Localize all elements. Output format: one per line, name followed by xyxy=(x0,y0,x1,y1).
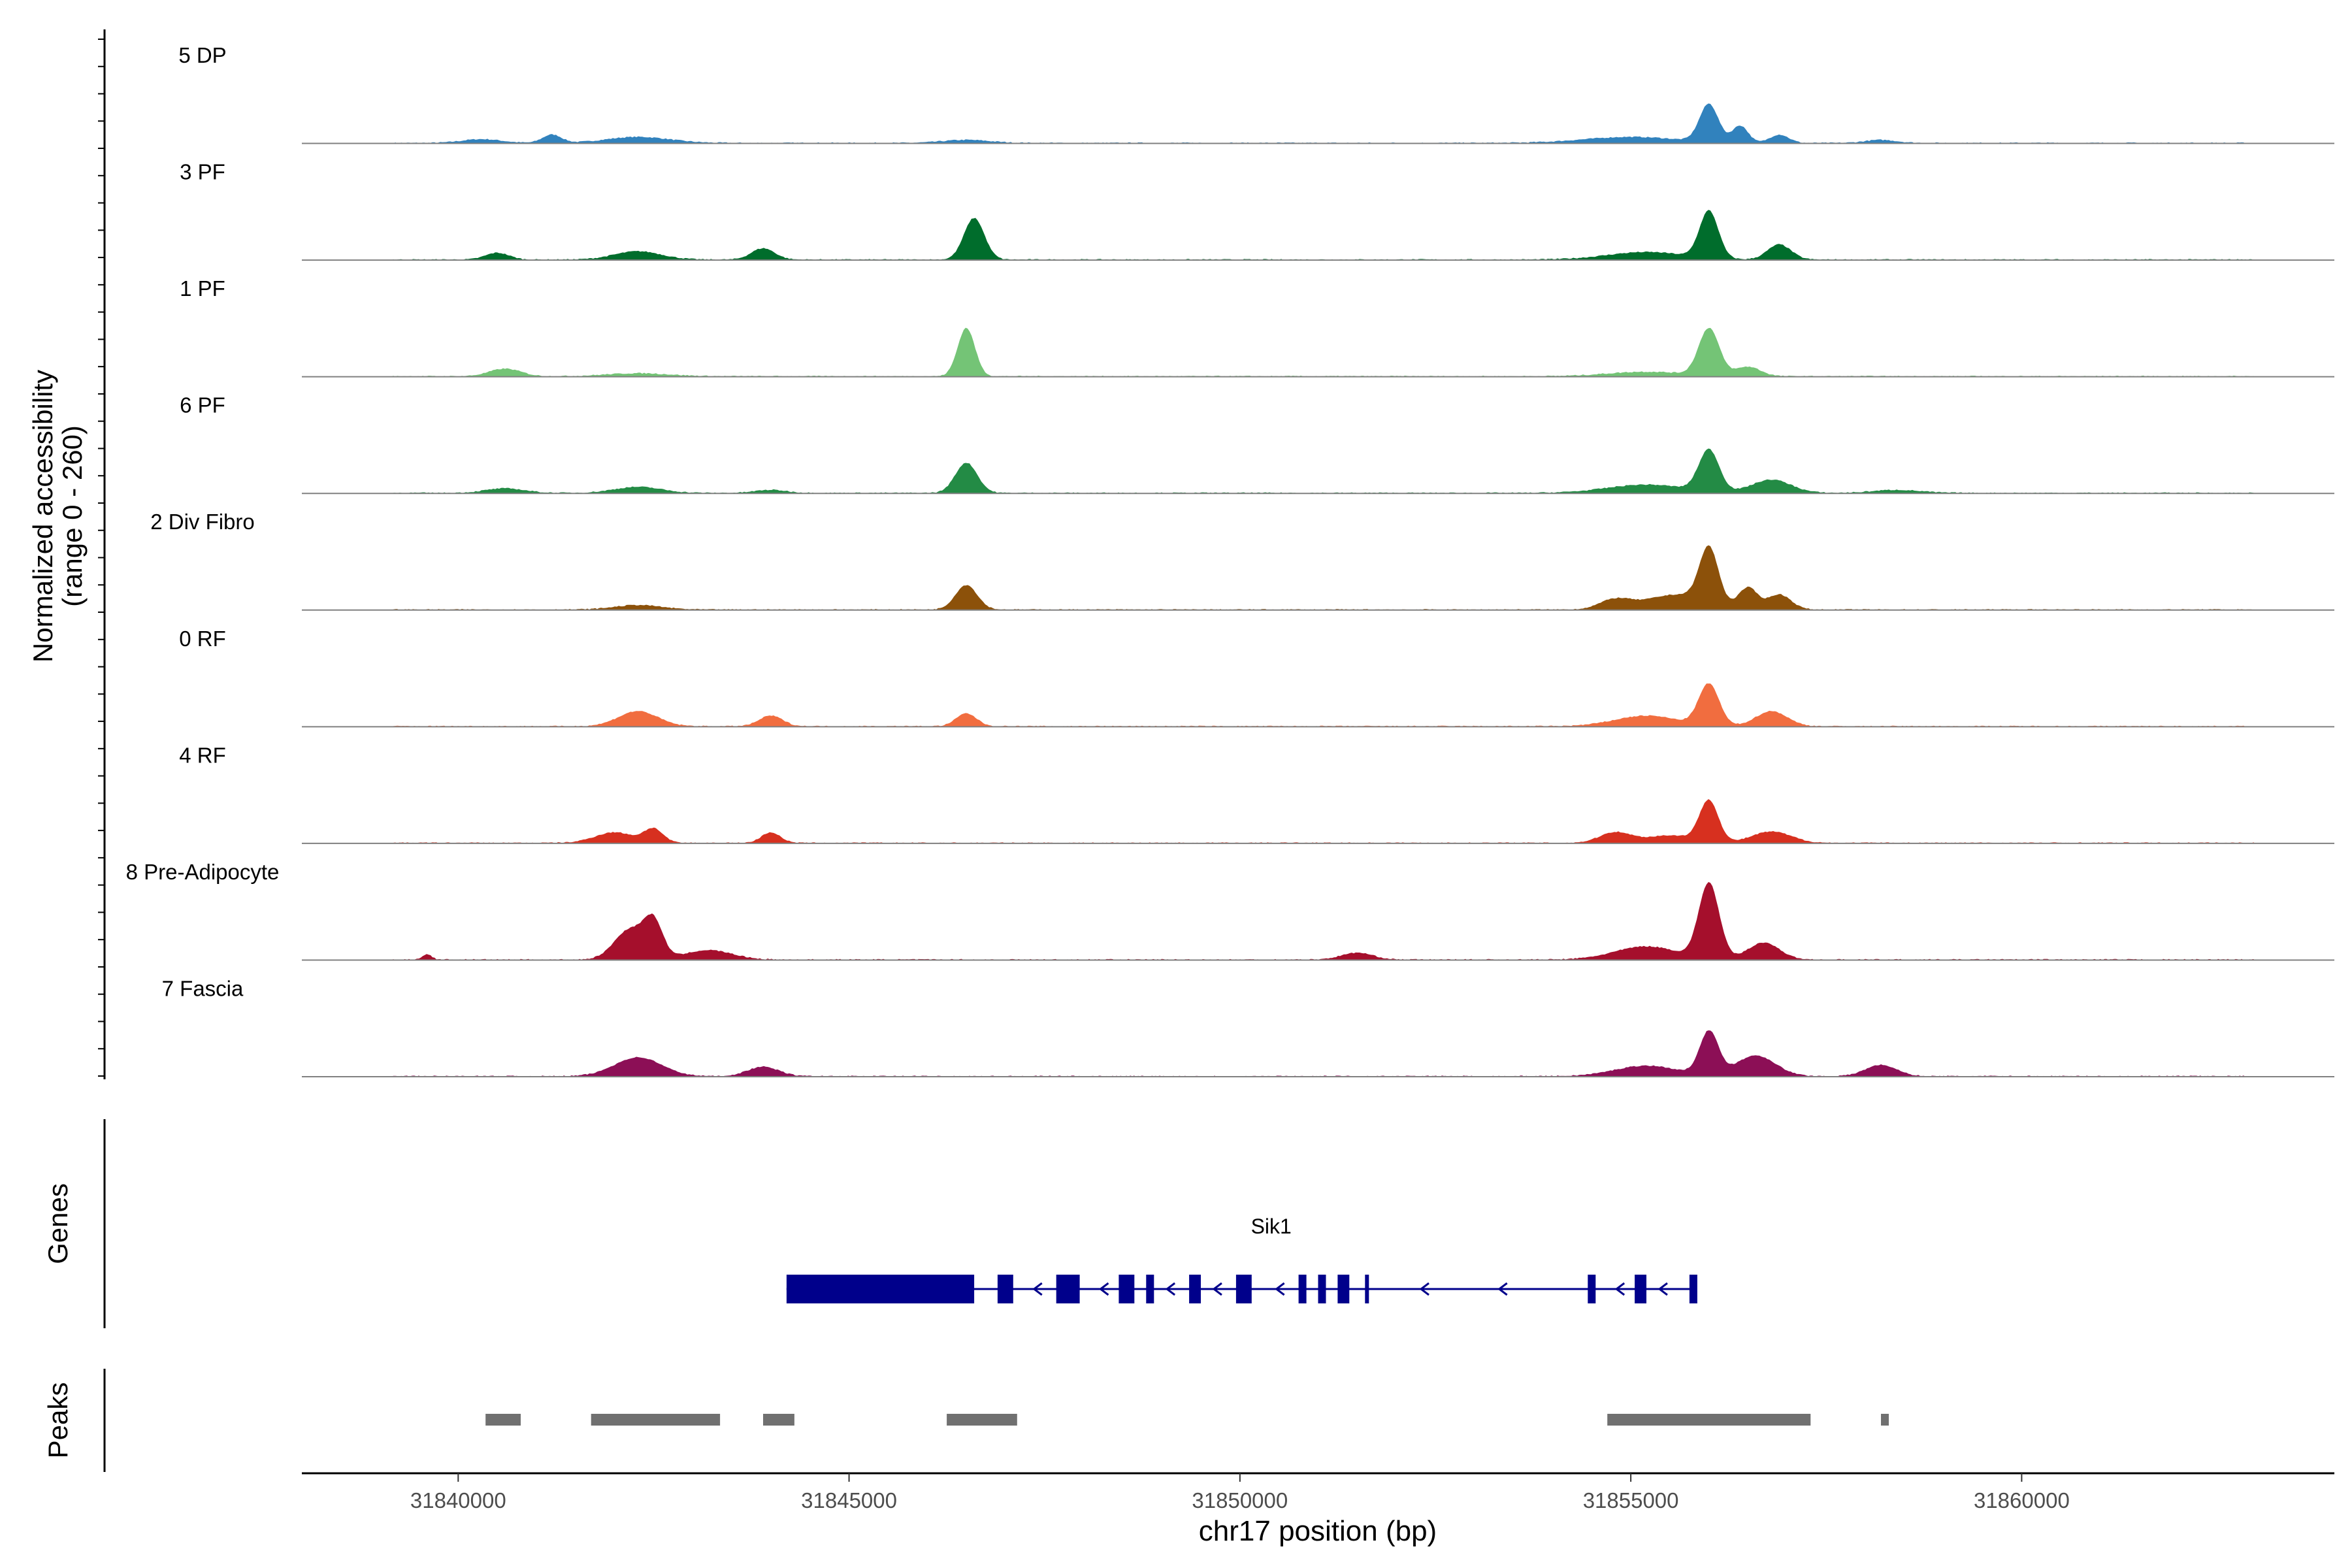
gene-exon xyxy=(1337,1275,1350,1303)
x-tick-label: 31860000 xyxy=(1974,1488,2070,1512)
genes-panel: Genes Sik1 xyxy=(42,1119,1697,1328)
track-label: 7 Fascia xyxy=(162,976,244,1000)
gene-strand-arrow xyxy=(1098,1282,1109,1296)
track: 5 DP xyxy=(178,43,2334,144)
gene-strand-arrow xyxy=(1275,1282,1285,1296)
gene-exon xyxy=(1146,1275,1154,1303)
track-label: 0 RF xyxy=(179,627,226,651)
peaks-label: Peaks xyxy=(42,1382,73,1459)
x-tick-label: 31850000 xyxy=(1192,1488,1288,1512)
track: 3 PF xyxy=(180,160,2334,261)
gene-exon xyxy=(1318,1275,1326,1303)
track: 6 PF xyxy=(180,393,2334,495)
x-axis-label: chr17 position (bp) xyxy=(1199,1515,1437,1547)
peak-regions xyxy=(485,1414,1889,1426)
peak-region xyxy=(591,1414,721,1426)
gene-exon xyxy=(1689,1275,1697,1303)
gene-model xyxy=(786,1275,1697,1303)
gene-exon xyxy=(1189,1275,1201,1303)
coverage-panel: Normalized accessibility (range 0 - 260)… xyxy=(27,29,2334,1079)
track: 1 PF xyxy=(180,276,2334,378)
gene-exon xyxy=(1298,1275,1307,1303)
track: 7 Fascia xyxy=(162,976,2334,1077)
peak-region xyxy=(1607,1414,1811,1426)
gene-strand-arrow xyxy=(1165,1282,1176,1296)
gene-exon xyxy=(1056,1275,1080,1303)
gene-strand-arrow xyxy=(1614,1282,1625,1296)
gene-exon xyxy=(997,1275,1013,1303)
coverage-y-ticks xyxy=(98,39,105,1077)
track-label: 8 Pre-Adipocyte xyxy=(126,860,280,884)
track: 8 Pre-Adipocyte xyxy=(126,860,2334,961)
gene-exon xyxy=(1119,1275,1135,1303)
peaks-panel: Peaks xyxy=(42,1369,1889,1472)
peak-region xyxy=(485,1414,521,1426)
y-axis-label-line1: Normalized accessibility xyxy=(27,370,58,662)
peak-region xyxy=(947,1414,1017,1426)
coverage-tracks: 5 DP 3 PF 1 PF 6 PF 2 Div Fibro 0 RF 4 RF 8 Pre… xyxy=(126,43,2334,1077)
track-area xyxy=(315,327,2328,377)
gene-strand-arrow xyxy=(1658,1282,1668,1296)
genes-label: Genes xyxy=(42,1183,73,1264)
gene-strand-arrow xyxy=(1497,1282,1508,1296)
x-ticks: 31840000 31845000 31850000 31855000 31860000 xyxy=(410,1473,2070,1512)
gene-exon xyxy=(1588,1275,1596,1303)
track-label: 4 RF xyxy=(179,743,226,767)
x-tick-label: 31855000 xyxy=(1583,1488,1679,1512)
gene-name-label: Sik1 xyxy=(1251,1215,1292,1238)
track-label: 6 PF xyxy=(180,393,225,417)
gene-exon xyxy=(1235,1275,1252,1303)
track-label: 5 DP xyxy=(178,43,226,67)
x-tick-label: 31840000 xyxy=(410,1488,506,1512)
gene-exon xyxy=(1635,1275,1646,1303)
track-label: 3 PF xyxy=(180,160,225,184)
track-label: 2 Div Fibro xyxy=(150,510,255,534)
track: 2 Div Fibro xyxy=(150,510,2334,611)
gene-exon xyxy=(786,1275,975,1303)
x-tick-label: 31845000 xyxy=(801,1488,897,1512)
y-axis-label-line2: (range 0 - 260) xyxy=(57,425,88,607)
track-label: 1 PF xyxy=(180,276,225,301)
gene-strand-arrow xyxy=(1032,1282,1043,1296)
x-axis: 31840000 31845000 31850000 31855000 31860000… xyxy=(302,1472,2334,1547)
gene-exon xyxy=(1365,1275,1369,1303)
track: 0 RF xyxy=(179,627,2334,728)
gene-strand-arrow xyxy=(1419,1282,1429,1296)
peak-region xyxy=(763,1414,794,1426)
track: 4 RF xyxy=(179,743,2334,844)
peak-region xyxy=(1881,1414,1889,1426)
gene-strand-arrow xyxy=(1212,1282,1222,1296)
